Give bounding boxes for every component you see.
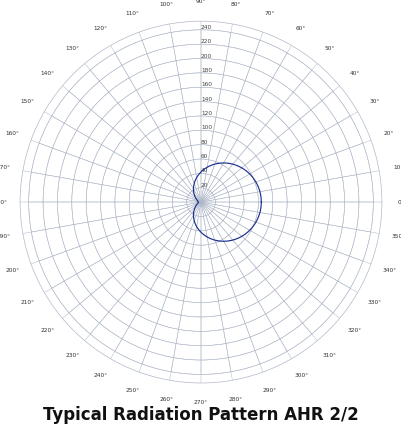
Text: Typical Radiation Pattern AHR 2/2: Typical Radiation Pattern AHR 2/2 [43, 405, 358, 424]
